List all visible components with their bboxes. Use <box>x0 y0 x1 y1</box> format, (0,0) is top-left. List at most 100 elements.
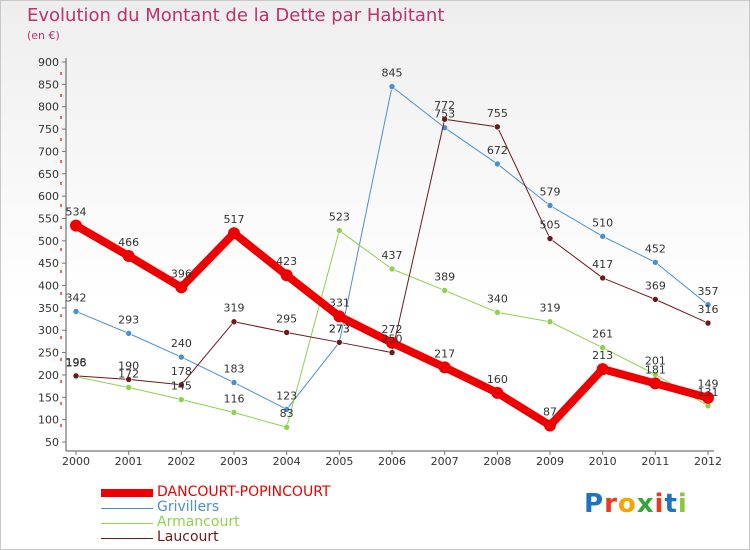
data-point <box>178 396 185 403</box>
legend-label: Laucourt <box>157 529 219 545</box>
x-tick-label: 2000 <box>62 455 90 468</box>
data-point <box>178 381 185 389</box>
y-tick-label: 800 <box>38 101 59 114</box>
y-tick-label: 750 <box>38 123 59 136</box>
data-point <box>72 308 80 315</box>
data-label: 423 <box>276 255 297 268</box>
data-point <box>546 235 554 242</box>
x-tick-label: 2001 <box>115 455 143 468</box>
y-tick-label: 300 <box>38 324 59 337</box>
data-point <box>441 115 448 123</box>
data-point <box>702 391 714 404</box>
y-tick-label: 200 <box>38 369 59 382</box>
x-tick-label: 2011 <box>641 455 669 468</box>
data-point <box>388 349 396 356</box>
data-label: 523 <box>329 211 350 224</box>
data-point <box>386 336 398 349</box>
data-label: 196 <box>66 357 87 370</box>
data-point <box>230 409 238 416</box>
data-label: 579 <box>540 186 561 199</box>
data-point <box>122 250 135 263</box>
legend-label: DANCOURT-POPINCOURT <box>157 484 331 500</box>
data-point <box>388 265 396 273</box>
data-point <box>283 406 290 413</box>
x-tick-label: 2010 <box>589 455 617 468</box>
data-label: 505 <box>540 219 561 232</box>
data-label: 316 <box>698 303 719 316</box>
data-point <box>544 419 556 432</box>
data-label: 190 <box>118 359 139 372</box>
data-point <box>72 372 80 380</box>
series-dancourt-popincourt <box>70 219 714 432</box>
data-point <box>125 384 132 391</box>
data-label: 181 <box>645 363 666 376</box>
data-point <box>546 202 554 209</box>
data-point <box>599 344 606 351</box>
data-label: 753 <box>434 108 455 121</box>
data-point <box>175 281 188 294</box>
unit-label: (en €) <box>27 29 60 42</box>
data-label: 183 <box>224 363 245 376</box>
data-point <box>596 363 609 376</box>
x-tick-label: 2003 <box>220 455 248 468</box>
data-label: 172 <box>118 367 139 380</box>
data-label: 357 <box>698 285 719 298</box>
data-label: 845 <box>382 67 403 80</box>
x-tick-label: 2007 <box>431 455 459 468</box>
y-tick-label: 250 <box>38 347 59 360</box>
data-point <box>652 258 659 266</box>
data-label: 293 <box>118 313 139 326</box>
data-label: 149 <box>698 378 719 391</box>
data-label: 295 <box>276 312 297 325</box>
data-point <box>230 318 238 326</box>
proxiti-logo: Proxiti <box>584 489 688 519</box>
data-label: 517 <box>224 213 245 226</box>
data-label: 452 <box>645 242 666 255</box>
series-grivillers <box>72 83 712 413</box>
series-laucourt <box>72 115 712 389</box>
data-label: 396 <box>171 267 192 280</box>
data-point <box>491 386 504 399</box>
data-label: 160 <box>487 373 508 386</box>
data-point <box>283 329 290 336</box>
data-point <box>230 379 238 386</box>
legend-swatch <box>101 537 153 539</box>
series-layer <box>70 83 714 432</box>
data-label: 319 <box>224 302 245 315</box>
series-line <box>75 86 709 410</box>
data-label: 342 <box>66 291 87 304</box>
legend-swatch <box>101 522 153 524</box>
y-tick-label: 900 <box>38 56 59 69</box>
data-label: 87 <box>543 405 557 418</box>
data-point <box>494 123 501 131</box>
data-label: 672 <box>487 144 508 157</box>
data-label: 273 <box>329 322 350 335</box>
x-tick-label: 2012 <box>694 455 722 468</box>
data-point <box>652 296 659 303</box>
data-label: 213 <box>592 349 613 362</box>
y-tick-label: 350 <box>38 302 59 315</box>
y-tick-label: 600 <box>38 190 59 203</box>
data-label: 417 <box>592 258 613 271</box>
data-point <box>704 319 712 327</box>
y-tick-label: 150 <box>38 391 59 404</box>
y-tick-label: 700 <box>38 145 59 158</box>
x-tick-label: 2005 <box>325 455 353 468</box>
y-tick-label: 450 <box>38 257 59 270</box>
x-tick-label: 2006 <box>378 455 406 468</box>
data-point <box>649 377 662 390</box>
data-label: 331 <box>329 296 350 309</box>
data-label: 369 <box>645 279 666 292</box>
data-label: 261 <box>592 328 613 341</box>
x-tick-label: 2002 <box>167 455 195 468</box>
y-tick-label: 650 <box>38 168 59 181</box>
legend-swatch <box>101 507 153 509</box>
data-label: 250 <box>382 333 403 346</box>
data-label: 131 <box>698 386 719 399</box>
legend-label: Grivillers <box>157 499 220 515</box>
data-point <box>178 353 185 361</box>
data-label: 389 <box>434 270 455 283</box>
x-tick-label: 2008 <box>483 455 511 468</box>
